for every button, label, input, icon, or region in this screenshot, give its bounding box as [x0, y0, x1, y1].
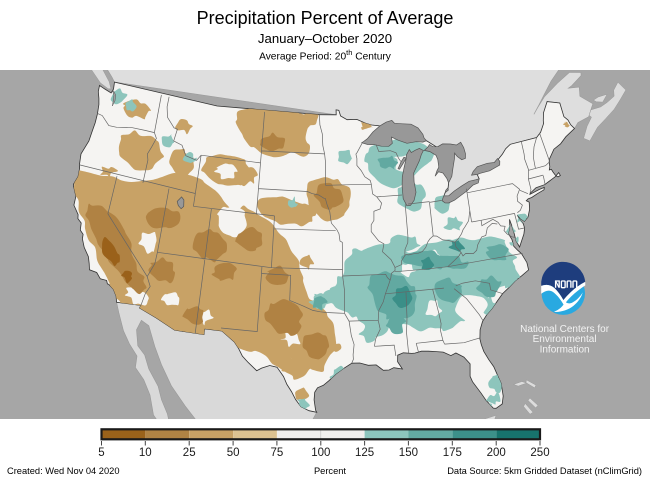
svg-text:200: 200: [487, 447, 506, 459]
svg-text:150: 150: [399, 447, 418, 459]
svg-text:5: 5: [98, 447, 104, 459]
svg-text:Information: Information: [540, 344, 590, 355]
svg-text:10: 10: [139, 447, 152, 459]
svg-text:25: 25: [183, 447, 196, 459]
svg-text:National Centers for: National Centers for: [520, 324, 610, 335]
svg-text:100: 100: [311, 447, 330, 459]
svg-text:Environmental: Environmental: [533, 334, 597, 345]
svg-text:50: 50: [227, 447, 240, 459]
svg-text:175: 175: [443, 447, 462, 459]
svg-text:250: 250: [530, 447, 549, 459]
svg-text:125: 125: [355, 447, 374, 459]
svg-text:75: 75: [271, 447, 284, 459]
